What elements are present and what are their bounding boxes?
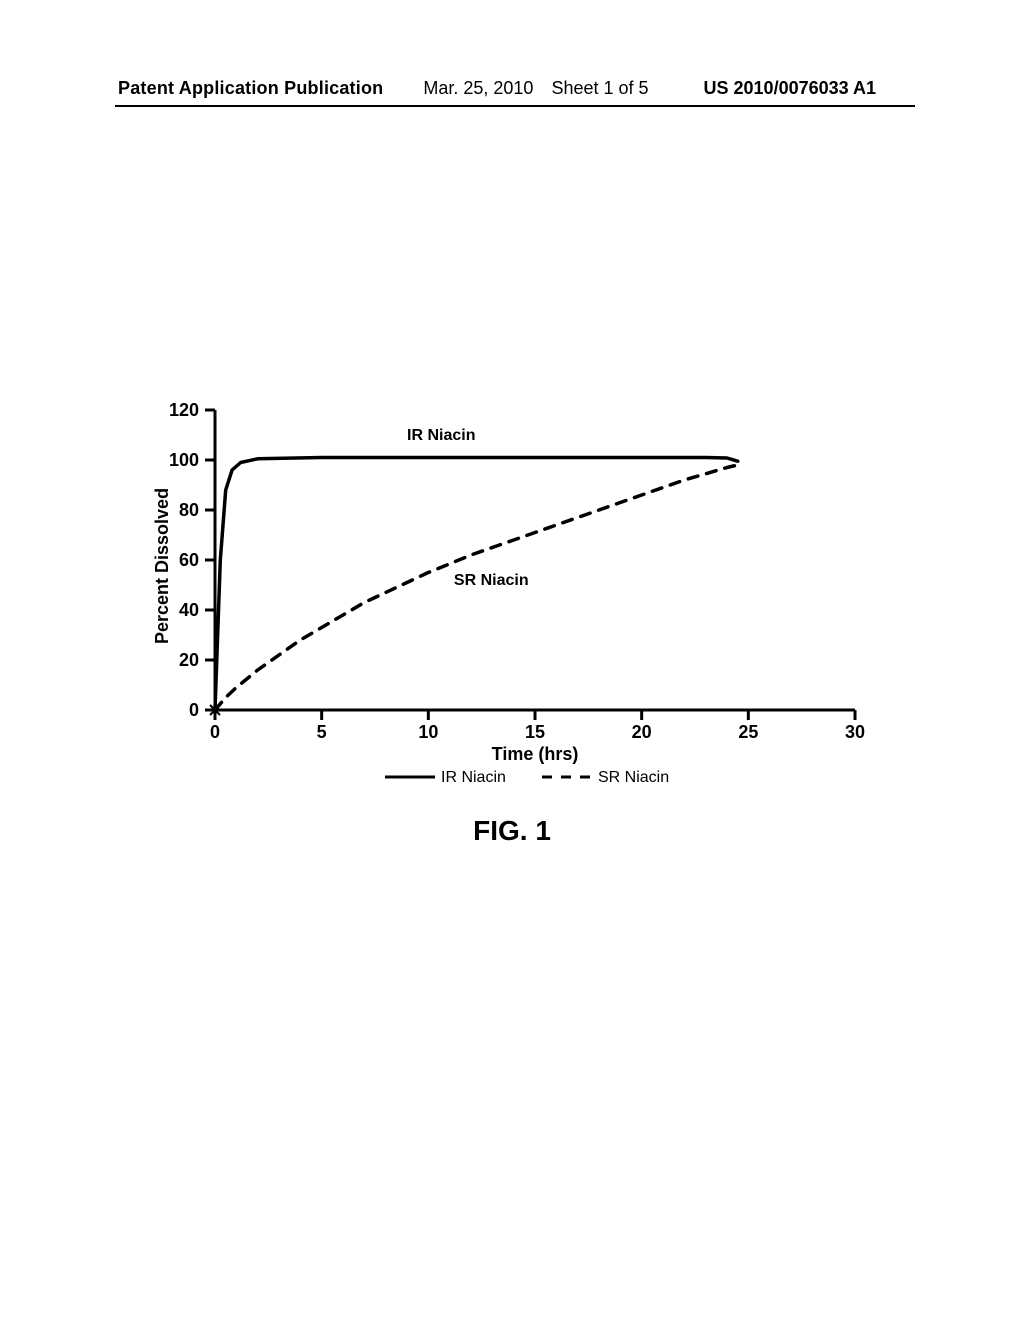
legend-label: IR Niacin <box>441 769 506 786</box>
y-tick-label: 40 <box>179 600 199 620</box>
sheet-number: Sheet 1 of 5 <box>551 78 648 99</box>
x-tick-label: 20 <box>632 722 652 742</box>
page: Patent Application Publication Mar. 25, … <box>0 0 1024 1320</box>
x-tick-label: 10 <box>418 722 438 742</box>
figure-caption: FIG. 1 <box>0 815 1024 847</box>
y-tick-label: 100 <box>169 450 199 470</box>
y-tick-label: 120 <box>169 400 199 420</box>
x-tick-label: 15 <box>525 722 545 742</box>
chart-annotation: SR Niacin <box>454 572 529 589</box>
publication-label: Patent Application Publication <box>118 78 383 99</box>
x-tick-label: 25 <box>738 722 758 742</box>
x-tick-label: 5 <box>317 722 327 742</box>
y-axis-label: Percent Dissolved <box>152 488 173 644</box>
chart-annotation: IR Niacin <box>407 427 475 444</box>
dissolution-chart: Percent Dissolved 0 20 40 60 80 100 120 0 5 10 15 2… <box>140 400 900 830</box>
page-header: Patent Application Publication Mar. 25, … <box>0 78 1024 99</box>
legend-label: SR Niacin <box>598 769 669 786</box>
x-axis-label: Time (hrs) <box>492 744 579 764</box>
header-rule <box>115 105 915 107</box>
chart-svg: 0 20 40 60 80 100 120 0 5 10 15 20 25 30 Time (hrs) IR … <box>140 400 900 830</box>
x-tick-label: 0 <box>210 722 220 742</box>
x-tick-label: 30 <box>845 722 865 742</box>
y-tick-label: 80 <box>179 500 199 520</box>
y-tick-label: 20 <box>179 650 199 670</box>
y-tick-label: 60 <box>179 550 199 570</box>
document-number: US 2010/0076033 A1 <box>704 78 876 99</box>
y-tick-label: 0 <box>189 700 199 720</box>
publication-date: Mar. 25, 2010 <box>423 78 533 99</box>
